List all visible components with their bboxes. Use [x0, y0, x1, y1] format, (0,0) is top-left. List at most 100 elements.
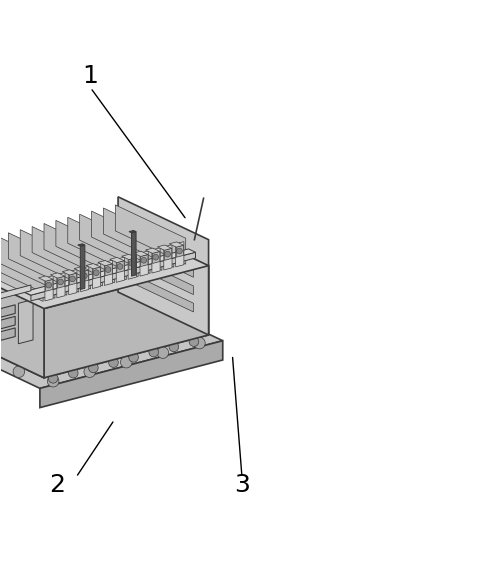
Polygon shape	[80, 266, 89, 292]
Circle shape	[165, 251, 170, 257]
Polygon shape	[0, 285, 31, 302]
Polygon shape	[0, 316, 15, 329]
Polygon shape	[78, 244, 85, 246]
Polygon shape	[68, 218, 138, 277]
Polygon shape	[157, 245, 172, 250]
Polygon shape	[105, 260, 113, 285]
Circle shape	[58, 279, 63, 285]
Circle shape	[84, 366, 95, 377]
Polygon shape	[140, 251, 148, 276]
Polygon shape	[20, 229, 91, 289]
Polygon shape	[110, 258, 124, 263]
Circle shape	[121, 357, 132, 368]
Polygon shape	[45, 279, 53, 292]
Polygon shape	[0, 223, 209, 308]
Polygon shape	[152, 251, 160, 263]
Circle shape	[148, 308, 159, 320]
Circle shape	[178, 323, 189, 334]
Circle shape	[48, 373, 58, 383]
Circle shape	[89, 363, 98, 373]
Circle shape	[47, 376, 59, 387]
Polygon shape	[133, 275, 194, 312]
Polygon shape	[132, 232, 136, 276]
Polygon shape	[176, 245, 183, 257]
Circle shape	[68, 368, 78, 378]
Polygon shape	[133, 257, 194, 294]
Polygon shape	[129, 231, 136, 233]
Polygon shape	[80, 245, 85, 289]
Polygon shape	[39, 276, 53, 281]
Polygon shape	[40, 341, 223, 407]
Polygon shape	[69, 270, 77, 295]
Circle shape	[70, 276, 76, 282]
Polygon shape	[0, 292, 209, 378]
Polygon shape	[24, 249, 196, 295]
Polygon shape	[93, 267, 100, 279]
Circle shape	[13, 366, 25, 377]
Polygon shape	[121, 254, 136, 259]
Polygon shape	[80, 214, 150, 273]
Polygon shape	[8, 233, 79, 292]
Circle shape	[141, 258, 147, 263]
Circle shape	[194, 337, 205, 349]
Polygon shape	[117, 260, 124, 273]
Polygon shape	[44, 266, 209, 378]
Polygon shape	[169, 242, 183, 247]
Circle shape	[129, 260, 135, 266]
Polygon shape	[104, 208, 174, 267]
Circle shape	[189, 337, 199, 346]
Polygon shape	[18, 299, 33, 344]
Circle shape	[117, 264, 123, 270]
Circle shape	[177, 248, 182, 254]
Polygon shape	[0, 258, 44, 378]
Polygon shape	[118, 223, 209, 335]
Polygon shape	[86, 264, 100, 269]
Polygon shape	[116, 257, 124, 282]
Circle shape	[169, 342, 179, 351]
Polygon shape	[0, 293, 223, 388]
Circle shape	[157, 347, 168, 358]
Text: 2: 2	[49, 472, 65, 497]
Polygon shape	[118, 197, 209, 335]
Polygon shape	[57, 272, 65, 298]
Polygon shape	[165, 249, 172, 260]
Polygon shape	[74, 267, 89, 272]
Circle shape	[46, 282, 52, 288]
Polygon shape	[176, 242, 184, 267]
Polygon shape	[133, 240, 194, 277]
Polygon shape	[0, 239, 55, 298]
Circle shape	[117, 294, 129, 306]
Polygon shape	[0, 225, 138, 273]
Text: 3: 3	[234, 472, 250, 497]
Polygon shape	[31, 252, 196, 301]
Circle shape	[93, 270, 99, 276]
Polygon shape	[141, 254, 148, 267]
Polygon shape	[152, 248, 160, 273]
Polygon shape	[45, 276, 53, 301]
Polygon shape	[32, 227, 103, 286]
Polygon shape	[91, 211, 162, 271]
Circle shape	[109, 358, 118, 367]
Text: 1: 1	[82, 64, 98, 88]
Polygon shape	[44, 224, 114, 283]
Circle shape	[81, 273, 87, 279]
Polygon shape	[81, 270, 89, 282]
Polygon shape	[0, 236, 67, 295]
Circle shape	[129, 353, 138, 362]
Circle shape	[153, 254, 159, 260]
Polygon shape	[115, 205, 186, 264]
Polygon shape	[164, 245, 172, 270]
Polygon shape	[62, 270, 76, 275]
Polygon shape	[56, 220, 126, 280]
Polygon shape	[58, 276, 65, 288]
Polygon shape	[146, 248, 160, 253]
Polygon shape	[0, 305, 15, 318]
Polygon shape	[92, 263, 101, 289]
Circle shape	[149, 347, 159, 357]
Polygon shape	[98, 260, 112, 266]
Polygon shape	[128, 254, 136, 279]
Polygon shape	[134, 251, 148, 257]
Polygon shape	[0, 328, 15, 340]
Polygon shape	[69, 273, 76, 285]
Polygon shape	[50, 273, 65, 278]
